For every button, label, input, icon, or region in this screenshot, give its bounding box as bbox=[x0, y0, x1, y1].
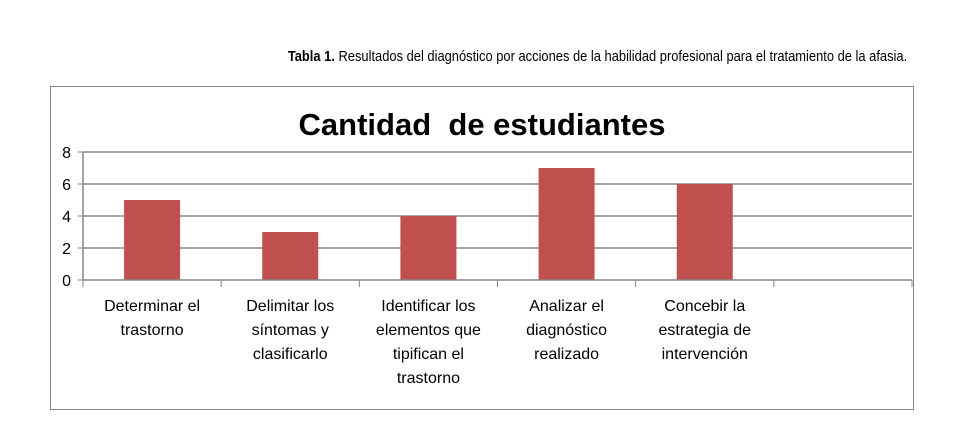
x-tick-label: trastorno bbox=[397, 370, 460, 387]
x-tick-label: clasificarlo bbox=[253, 346, 328, 363]
axes bbox=[78, 151, 913, 287]
x-tick-label: trastorno bbox=[121, 322, 184, 339]
x-tick-label: intervención bbox=[662, 346, 748, 363]
caption-text: Resultados del diagnóstico por acciones … bbox=[334, 48, 907, 65]
bar bbox=[538, 168, 595, 280]
bar bbox=[676, 184, 733, 280]
table-caption: Tabla 1. Resultados del diagnóstico por … bbox=[288, 48, 907, 65]
y-tick-label: 6 bbox=[62, 177, 71, 194]
y-tick-label: 4 bbox=[62, 209, 71, 226]
bars bbox=[124, 168, 733, 280]
x-tick-label: síntomas y bbox=[252, 322, 329, 339]
x-tick-label: Analizar el bbox=[529, 298, 604, 315]
chart-frame bbox=[50, 86, 914, 410]
x-tick-label: Concebir la bbox=[664, 298, 745, 315]
bar bbox=[400, 216, 457, 280]
x-tick-label: Delimitar los bbox=[246, 298, 334, 315]
x-tick-label: elementos que bbox=[376, 322, 481, 339]
gridlines bbox=[83, 151, 912, 249]
x-tick-label: diagnóstico bbox=[526, 322, 607, 339]
y-tick-label: 2 bbox=[62, 241, 71, 258]
axis-labels: 0 2 4 6 8 Determinar el trastorno Delimitar los… bbox=[62, 145, 751, 387]
x-tick-label: tipifican el bbox=[393, 346, 464, 363]
bar bbox=[124, 200, 181, 280]
bar bbox=[262, 232, 319, 280]
y-tick-label: 8 bbox=[62, 145, 71, 162]
x-tick-label: Identificar los bbox=[381, 298, 475, 315]
chart-title: Cantidad de estudiantes bbox=[299, 107, 666, 142]
y-tick-label: 0 bbox=[62, 273, 71, 290]
x-tick-label: realizado bbox=[534, 346, 599, 363]
x-tick-label: Determinar el bbox=[104, 298, 200, 315]
x-tick-label: estrategia de bbox=[658, 322, 751, 339]
caption-label: Tabla 1. bbox=[287, 48, 335, 65]
